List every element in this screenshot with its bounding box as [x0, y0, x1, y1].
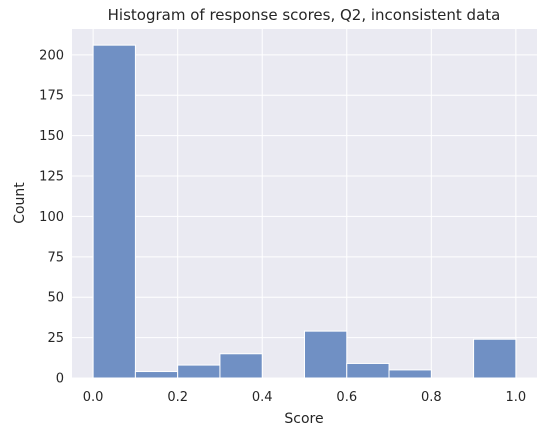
x-axis-ticks: 0.0 0.2 0.4 0.6 0.8 1.0	[83, 390, 526, 405]
x-axis-label: Score	[284, 411, 323, 427]
x-tick-label: 0.4	[252, 390, 273, 405]
y-tick-label: 75	[47, 250, 64, 265]
histogram-bars	[92, 44, 517, 379]
y-tick-label: 0	[56, 372, 64, 387]
x-tick-label: 0.6	[336, 390, 357, 405]
y-tick-label: 150	[39, 129, 64, 144]
histogram-bar	[346, 362, 390, 379]
y-tick-label: 25	[47, 331, 64, 346]
x-tick-label: 0.0	[83, 390, 104, 405]
x-tick-label: 1.0	[506, 390, 527, 405]
y-tick-label: 200	[39, 48, 64, 63]
histogram-bar	[473, 338, 517, 379]
y-axis-label: Count	[12, 182, 28, 224]
y-tick-label: 50	[47, 291, 64, 306]
y-tick-label: 175	[39, 89, 64, 104]
histogram-bar	[177, 364, 221, 379]
plot-background	[72, 29, 537, 378]
grid-lines	[72, 29, 537, 379]
chart-title: Histogram of response scores, Q2, incons…	[108, 6, 501, 24]
histogram-bar	[388, 369, 432, 379]
y-tick-label: 100	[39, 210, 64, 225]
histogram-bar	[134, 371, 179, 379]
x-tick-label: 0.8	[421, 390, 442, 405]
x-tick-label: 0.2	[167, 390, 188, 405]
histogram-bar	[92, 44, 136, 379]
histogram-bar	[304, 330, 348, 379]
y-tick-label: 125	[39, 170, 64, 185]
y-axis-ticks: 0 25 50 75 100 125 150 175 200	[39, 48, 64, 386]
histogram-bar	[219, 353, 263, 379]
